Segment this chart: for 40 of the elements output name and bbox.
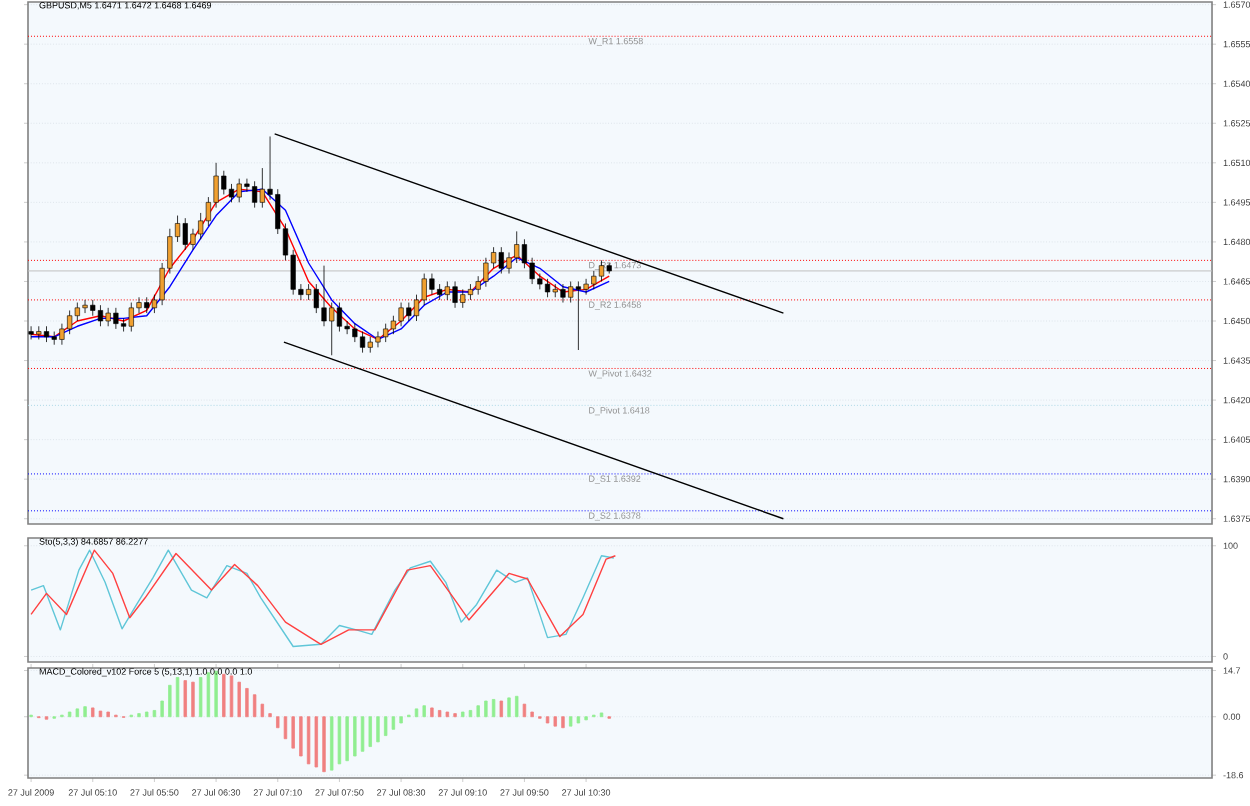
candlestick: [506, 252, 512, 274]
candlestick: [352, 323, 358, 343]
candlestick: [59, 323, 65, 346]
candlestick: [375, 331, 381, 348]
candlestick: [105, 307, 111, 327]
candlestick: [575, 281, 581, 351]
candlestick: [390, 315, 396, 335]
candlestick: [514, 230, 520, 264]
candlestick: [383, 323, 389, 343]
candlestick: [82, 299, 88, 314]
candlestick: [190, 228, 196, 251]
candlestick: [359, 331, 366, 354]
candlestick: [460, 288, 466, 309]
candlestick: [568, 281, 574, 303]
candlestick: [67, 310, 73, 335]
candlestick: [236, 178, 242, 203]
candlestick: [498, 246, 504, 274]
candlestick: [429, 273, 435, 296]
candlestick: [113, 307, 119, 330]
candlestick: [259, 167, 265, 209]
candlestick: [182, 217, 188, 251]
candlestick: [444, 281, 450, 301]
candlestick: [313, 283, 319, 314]
candlestick: [97, 304, 104, 327]
candlestick: [591, 270, 597, 290]
candlestick: [544, 278, 551, 298]
candlestick: [321, 265, 327, 327]
candlestick: [398, 302, 404, 327]
candlestick: [252, 180, 258, 209]
candlestick: [406, 302, 412, 322]
candlestick: [228, 183, 235, 203]
candlestick: [128, 302, 134, 332]
candlestick: [452, 281, 458, 309]
candlestick: [560, 283, 566, 303]
candlestick: [336, 302, 342, 332]
candlestick: [483, 257, 489, 288]
candlestick: [28, 325, 34, 340]
candlestick: [74, 302, 80, 322]
candlestick: [583, 278, 589, 296]
candlestick: [221, 170, 227, 195]
